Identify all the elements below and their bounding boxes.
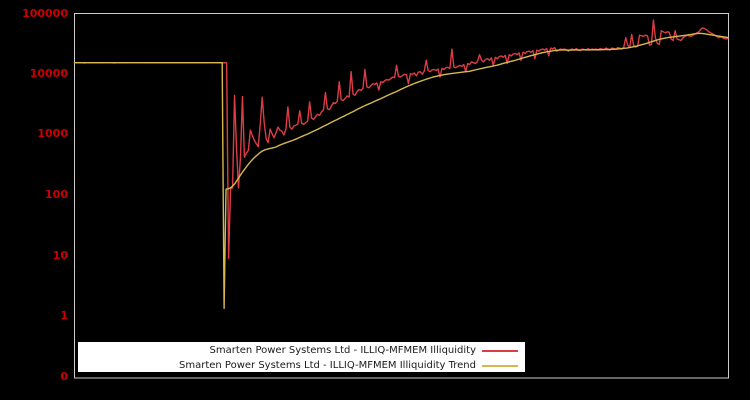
legend-line-swatch-illiquidity [482, 349, 518, 352]
ytick-label-10000: 10000 [29, 67, 68, 80]
chart-legend[interactable]: Smarten Power Systems Ltd - ILLIQ-MFMEM … [78, 342, 525, 372]
ytick-label-100: 100 [45, 188, 68, 201]
legend-entry-illiquidity-trend[interactable]: Smarten Power Systems Ltd - ILLIQ-MFMEM … [79, 358, 526, 373]
ytick-label-0: 0 [60, 370, 68, 383]
plot-frame-border [74, 13, 729, 379]
series-line-1 [73, 32, 730, 310]
ytick-label-1: 1 [60, 309, 68, 322]
legend-label-illiquidity: Smarten Power Systems Ltd - ILLIQ-MFMEM … [209, 344, 476, 356]
legend-label-illiquidity-trend: Smarten Power Systems Ltd - ILLIQ-MFMEM … [178, 359, 476, 371]
data-series-group [73, 19, 730, 310]
legend-entry-illiquidity[interactable]: Smarten Power Systems Ltd - ILLIQ-MFMEM … [79, 343, 526, 358]
legend-line-swatch-illiquidity-trend [482, 364, 518, 367]
ytick-label-100000: 100000 [22, 7, 68, 20]
ytick-label-10: 10 [52, 249, 68, 262]
ytick-label-1000: 1000 [37, 127, 68, 140]
